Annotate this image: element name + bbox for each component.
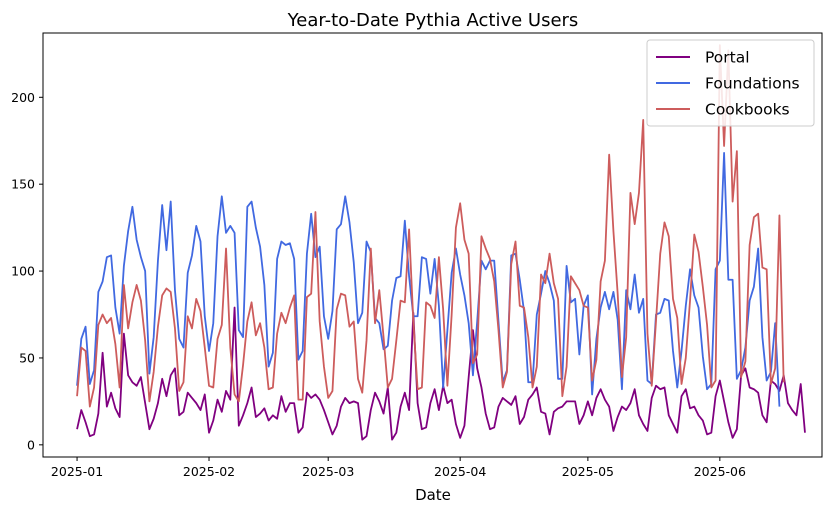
y-tick-label: 100 <box>11 264 35 279</box>
x-tick-label: 2025-03 <box>302 464 354 479</box>
legend-label-portal: Portal <box>705 49 750 67</box>
y-tick-label: 50 <box>19 350 35 365</box>
x-tick-label: 2025-04 <box>434 464 486 479</box>
x-axis-label: Date <box>415 486 451 504</box>
x-tick-label: 2025-06 <box>694 464 746 479</box>
y-tick-label: 0 <box>27 437 35 452</box>
series-line-cookbooks <box>76 44 785 408</box>
legend-label-foundations: Foundations <box>705 75 800 93</box>
legend-label-cookbooks: Cookbooks <box>705 101 790 119</box>
y-axis: 0 50 100 150 200 <box>11 90 43 452</box>
x-tick-label: 2025-05 <box>562 464 614 479</box>
series-layer <box>76 44 806 441</box>
chart-title: Year-to-Date Pythia Active Users <box>287 10 579 31</box>
legend-box <box>646 39 815 127</box>
series-line-portal <box>76 306 806 441</box>
y-tick-label: 200 <box>11 90 35 105</box>
x-tick-label: 2025-01 <box>51 464 103 479</box>
x-tick-label: 2025-02 <box>183 464 235 479</box>
plot-frame <box>42 32 823 458</box>
legend: Portal Foundations Cookbooks <box>646 39 815 127</box>
series-line-foundations <box>76 151 781 407</box>
x-axis: 2025-01 2025-02 2025-03 2025-04 2025-05 2025-… <box>51 457 746 479</box>
y-tick-label: 150 <box>11 177 35 192</box>
